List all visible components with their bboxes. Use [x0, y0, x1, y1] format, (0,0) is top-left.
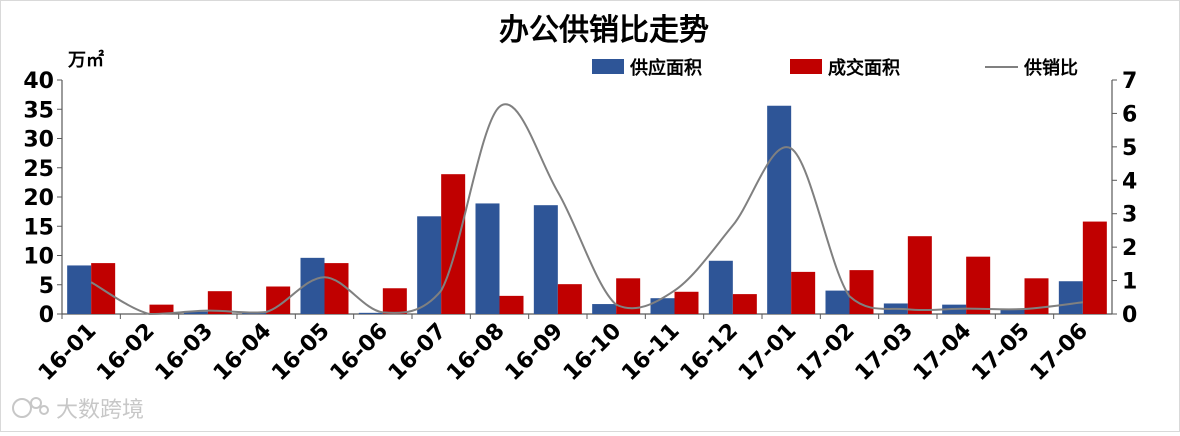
bar-supply [417, 216, 442, 314]
y-tick-label: 25 [23, 157, 54, 182]
bar-deal [441, 174, 466, 314]
y2-tick-label: 1 [1122, 270, 1137, 295]
legend-swatch-deal [790, 59, 822, 74]
bar-deal [674, 291, 699, 314]
y2-tick-label: 0 [1122, 303, 1137, 328]
bar-deal [966, 256, 991, 314]
legend-label-supply: 供应面积 [629, 57, 702, 79]
bar-deal [732, 294, 757, 314]
legend: 供应面积 成交面积 供销比 [592, 57, 1078, 79]
y-tick-label: 35 [23, 98, 54, 123]
bar-supply [183, 311, 208, 314]
y-tick-label: 20 [23, 186, 54, 211]
legend-swatch-supply [592, 59, 624, 74]
bar-deal [907, 236, 932, 314]
bar-supply [767, 105, 792, 315]
series-line-ratio [90, 103, 1083, 316]
bar-deal [91, 263, 116, 314]
bar-supply [475, 203, 500, 314]
bar-deal [324, 263, 349, 314]
y-tick-label: 10 [23, 245, 54, 270]
chart-title: 办公供销比走势 [499, 13, 709, 48]
bar-deal [791, 271, 816, 314]
bar-supply [533, 205, 558, 314]
y-tick-label: 15 [23, 215, 54, 240]
watermark-logo-icon [12, 397, 49, 418]
y-tick-label: 5 [39, 274, 54, 299]
bar-deal [149, 304, 174, 314]
y2-tick-label: 5 [1122, 136, 1137, 161]
y-axis-unit-label: 万㎡ [67, 49, 104, 71]
watermark: 大数跨境 [12, 397, 144, 423]
y2-tick-label: 2 [1122, 236, 1137, 261]
bar-deal [382, 288, 407, 314]
y2-tick-label: 7 [1122, 69, 1137, 94]
bar-supply [67, 265, 92, 314]
bar-supply [825, 290, 850, 314]
y-tick-label: 40 [23, 69, 54, 94]
bar-supply [592, 304, 617, 314]
watermark-text: 大数跨境 [56, 398, 144, 423]
y-tick-label: 0 [39, 303, 54, 328]
bar-supply [1058, 281, 1083, 314]
bar-supply [708, 260, 733, 314]
bar-supply [650, 298, 675, 314]
y2-tick-label: 4 [1122, 169, 1137, 194]
bar-deal [557, 284, 582, 314]
bar-deal [207, 291, 232, 314]
y-tick-label: 30 [23, 128, 54, 153]
y2-tick-label: 3 [1122, 203, 1137, 228]
legend-label-ratio: 供销比 [1023, 57, 1078, 79]
legend-label-deal: 成交面积 [828, 57, 900, 79]
bar-supply [1000, 308, 1025, 314]
bar-deal [499, 295, 524, 314]
bar-supply [358, 312, 383, 314]
bar-deal [1082, 221, 1107, 314]
y2-tick-label: 6 [1122, 102, 1137, 127]
